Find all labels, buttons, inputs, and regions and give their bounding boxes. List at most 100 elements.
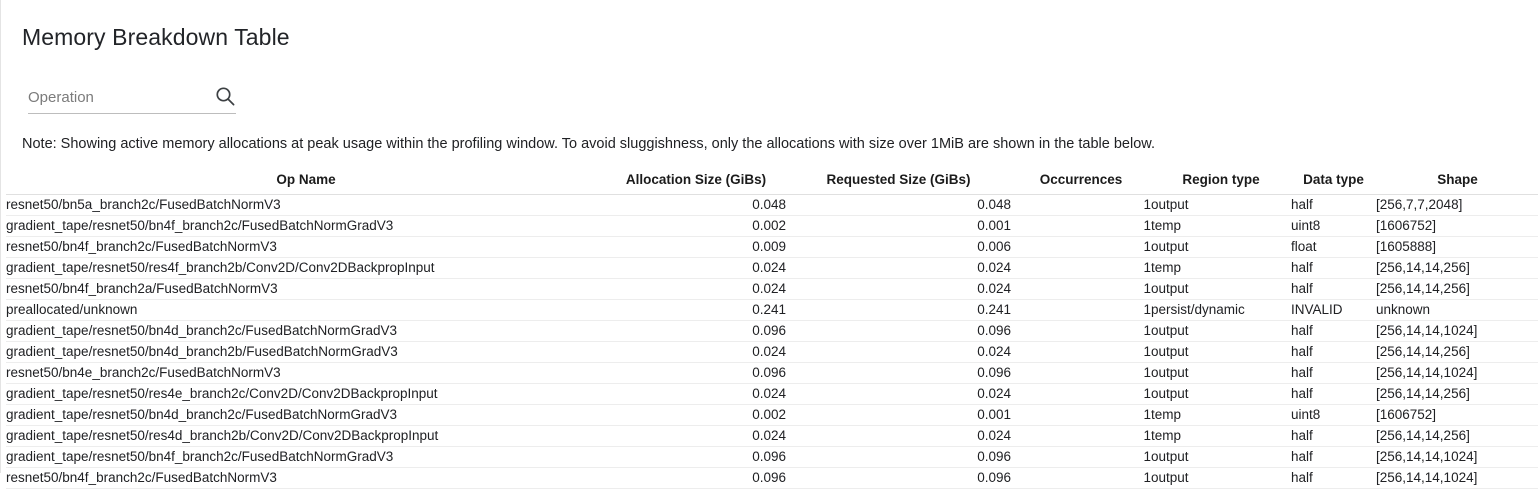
cell-op-name: gradient_tape/resnet50/res4f_branch2b/Co…: [6, 257, 606, 279]
table-row[interactable]: resnet50/bn5a_branch2c/FusedBatchNormV3 0…: [6, 194, 1538, 216]
cell-occurrences: 1: [1011, 194, 1151, 216]
cell-shape: [256,14,14,256]: [1376, 278, 1538, 300]
cell-occurrences: 1: [1011, 278, 1151, 300]
cell-data-type: half: [1291, 341, 1376, 363]
column-header-allocation-size[interactable]: Allocation Size (GiBs): [606, 172, 786, 195]
column-header-shape[interactable]: Shape: [1376, 172, 1538, 195]
cell-op-name: gradient_tape/resnet50/res4d_branch2b/Co…: [6, 425, 606, 447]
column-header-requested-size[interactable]: Requested Size (GiBs): [786, 172, 1011, 195]
cell-allocation-size: 0.096: [606, 320, 786, 342]
cell-region-type: output: [1151, 278, 1291, 300]
table-row[interactable]: gradient_tape/resnet50/res4f_branch2b/Co…: [6, 257, 1538, 279]
column-header-op-name[interactable]: Op Name: [6, 172, 606, 195]
cell-allocation-size: 0.048: [606, 194, 786, 216]
cell-requested-size: 0.241: [786, 299, 1011, 321]
column-header-data-type[interactable]: Data type: [1291, 172, 1376, 195]
cell-region-type: persist/dynamic: [1151, 299, 1291, 321]
cell-occurrences: 1: [1011, 362, 1151, 384]
table-body: resnet50/bn5a_branch2c/FusedBatchNormV3 0…: [6, 194, 1538, 489]
table-row[interactable]: resnet50/bn4f_branch2a/FusedBatchNormV3 0…: [6, 278, 1538, 300]
cell-data-type: half: [1291, 194, 1376, 216]
cell-shape: unknown: [1376, 299, 1538, 321]
memory-table-container: Op Name Allocation Size (GiBs) Requested…: [6, 172, 1538, 489]
cell-op-name: resnet50/bn5a_branch2c/FusedBatchNormV3: [6, 194, 606, 216]
operation-search-field[interactable]: [28, 84, 236, 114]
table-row[interactable]: gradient_tape/resnet50/bn4d_branch2c/Fus…: [6, 404, 1538, 426]
column-header-region-type[interactable]: Region type: [1151, 172, 1291, 195]
cell-requested-size: 0.096: [786, 446, 1011, 468]
table-row[interactable]: gradient_tape/resnet50/bn4d_branch2c/Fus…: [6, 320, 1538, 342]
cell-shape: [1605888]: [1376, 236, 1538, 258]
cell-op-name: gradient_tape/resnet50/bn4d_branch2c/Fus…: [6, 404, 606, 426]
cell-op-name: resnet50/bn4e_branch2c/FusedBatchNormV3: [6, 362, 606, 384]
cell-allocation-size: 0.024: [606, 425, 786, 447]
table-row[interactable]: gradient_tape/resnet50/res4d_branch2b/Co…: [6, 425, 1538, 447]
cell-requested-size: 0.024: [786, 341, 1011, 363]
cell-data-type: half: [1291, 425, 1376, 447]
table-row[interactable]: resnet50/bn4f_branch2c/FusedBatchNormV3 0…: [6, 236, 1538, 258]
cell-occurrences: 1: [1011, 215, 1151, 237]
cell-op-name: gradient_tape/resnet50/bn4d_branch2b/Fus…: [6, 341, 606, 363]
cell-shape: [256,14,14,256]: [1376, 341, 1538, 363]
cell-op-name: resnet50/bn4f_branch2a/FusedBatchNormV3: [6, 278, 606, 300]
cell-allocation-size: 0.002: [606, 404, 786, 426]
cell-region-type: temp: [1151, 404, 1291, 426]
cell-occurrences: 1: [1011, 257, 1151, 279]
cell-region-type: output: [1151, 341, 1291, 363]
cell-occurrences: 1: [1011, 236, 1151, 258]
cell-requested-size: 0.048: [786, 194, 1011, 216]
cell-occurrences: 1: [1011, 299, 1151, 321]
search-icon[interactable]: [214, 85, 236, 107]
cell-requested-size: 0.096: [786, 467, 1011, 489]
cell-data-type: INVALID: [1291, 299, 1376, 321]
cell-requested-size: 0.096: [786, 362, 1011, 384]
cell-region-type: output: [1151, 320, 1291, 342]
cell-shape: [256,14,14,256]: [1376, 383, 1538, 405]
table-row[interactable]: gradient_tape/resnet50/bn4f_branch2c/Fus…: [6, 215, 1538, 237]
cell-allocation-size: 0.024: [606, 341, 786, 363]
table-row[interactable]: preallocated/unknown 0.241 0.241 1 persist/d…: [6, 299, 1538, 321]
cell-data-type: half: [1291, 383, 1376, 405]
cell-region-type: output: [1151, 236, 1291, 258]
cell-data-type: uint8: [1291, 215, 1376, 237]
cell-region-type: temp: [1151, 215, 1291, 237]
cell-data-type: half: [1291, 257, 1376, 279]
page-title: Memory Breakdown Table: [22, 24, 290, 50]
table-row[interactable]: resnet50/bn4f_branch2c/FusedBatchNormV3 0…: [6, 467, 1538, 489]
cell-occurrences: 1: [1011, 404, 1151, 426]
cell-data-type: half: [1291, 467, 1376, 489]
cell-data-type: uint8: [1291, 404, 1376, 426]
cell-shape: [256,14,14,256]: [1376, 257, 1538, 279]
cell-requested-size: 0.001: [786, 404, 1011, 426]
cell-occurrences: 1: [1011, 341, 1151, 363]
cell-region-type: output: [1151, 446, 1291, 468]
cell-requested-size: 0.006: [786, 236, 1011, 258]
table-header-row: Op Name Allocation Size (GiBs) Requested…: [6, 172, 1538, 195]
cell-region-type: output: [1151, 383, 1291, 405]
cell-op-name: gradient_tape/resnet50/bn4d_branch2c/Fus…: [6, 320, 606, 342]
cell-region-type: temp: [1151, 425, 1291, 447]
table-row[interactable]: gradient_tape/resnet50/res4e_branch2c/Co…: [6, 383, 1538, 405]
cell-region-type: output: [1151, 194, 1291, 216]
cell-region-type: temp: [1151, 257, 1291, 279]
cell-requested-size: 0.024: [786, 257, 1011, 279]
cell-occurrences: 1: [1011, 446, 1151, 468]
column-header-occurrences[interactable]: Occurrences: [1011, 172, 1151, 195]
cell-allocation-size: 0.002: [606, 215, 786, 237]
cell-requested-size: 0.024: [786, 383, 1011, 405]
cell-data-type: half: [1291, 446, 1376, 468]
table-row[interactable]: resnet50/bn4e_branch2c/FusedBatchNormV3 0…: [6, 362, 1538, 384]
table-row[interactable]: gradient_tape/resnet50/bn4d_branch2b/Fus…: [6, 341, 1538, 363]
cell-occurrences: 1: [1011, 467, 1151, 489]
cell-region-type: output: [1151, 362, 1291, 384]
cell-occurrences: 1: [1011, 383, 1151, 405]
cell-shape: [256,7,7,2048]: [1376, 194, 1538, 216]
cell-allocation-size: 0.096: [606, 362, 786, 384]
cell-allocation-size: 0.024: [606, 383, 786, 405]
search-input[interactable]: [28, 84, 203, 110]
cell-data-type: half: [1291, 362, 1376, 384]
cell-occurrences: 1: [1011, 320, 1151, 342]
cell-data-type: half: [1291, 278, 1376, 300]
table-row[interactable]: gradient_tape/resnet50/bn4f_branch2c/Fus…: [6, 446, 1538, 468]
cell-shape: [256,14,14,1024]: [1376, 320, 1538, 342]
